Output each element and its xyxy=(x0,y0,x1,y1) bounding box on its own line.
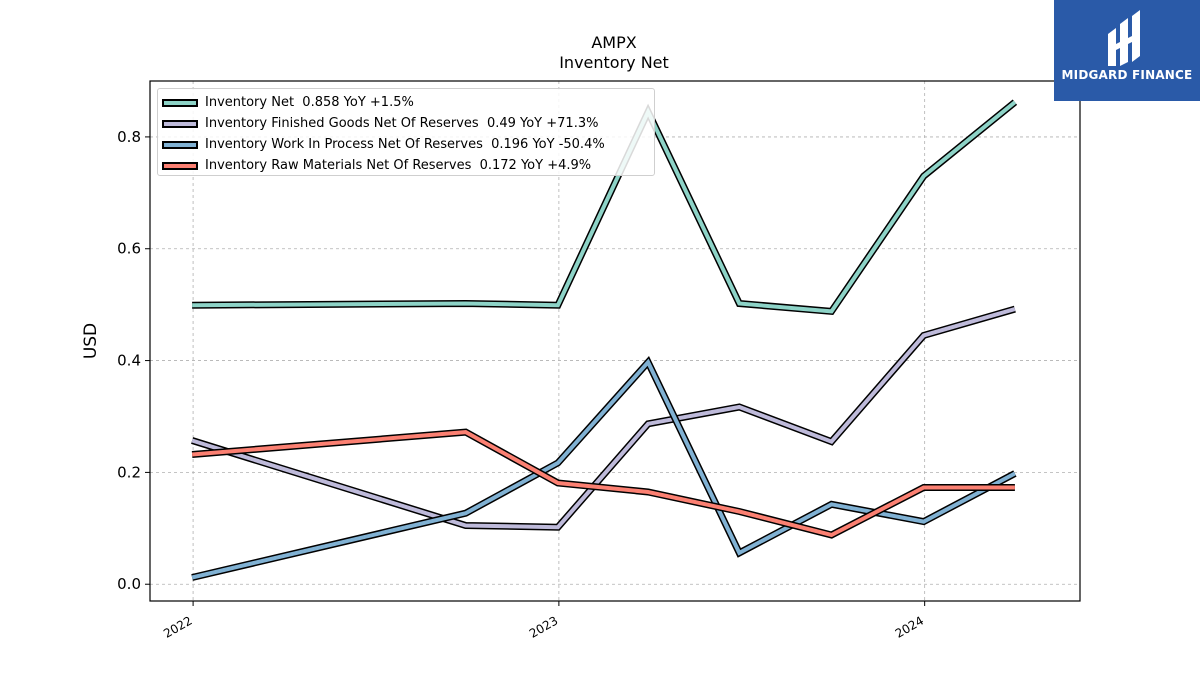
legend-label: Inventory Raw Materials Net Of Reserves … xyxy=(205,158,592,173)
legend-item-work-in-process: Inventory Work In Process Net Of Reserve… xyxy=(162,134,654,155)
series-line xyxy=(192,100,1017,314)
legend-swatch xyxy=(162,98,198,107)
y-tick-label: 0.8 xyxy=(117,128,141,146)
y-axis-label: USD xyxy=(81,323,101,359)
plot-frame xyxy=(149,80,1081,602)
x-axis: 2022 2023 2024 xyxy=(161,601,926,641)
y-tick-label: 0.6 xyxy=(117,240,141,258)
legend-label: Inventory Finished Goods Net Of Reserves… xyxy=(205,116,599,131)
series-line xyxy=(191,358,1016,580)
x-tick-label: 2023 xyxy=(527,613,560,640)
y-tick-label: 0.0 xyxy=(117,575,141,593)
chart-subtitle: Inventory Net xyxy=(559,53,669,72)
series-line xyxy=(191,307,1016,530)
x-tick-label: 2022 xyxy=(161,613,194,640)
y-axis: 0.0 0.2 0.4 0.6 0.8 xyxy=(117,128,150,593)
series-inventory-net xyxy=(192,99,1018,316)
logo-text: MIDGARD FINANCE xyxy=(1061,68,1193,82)
legend-item-inventory-net: Inventory Net 0.858 YoY +1.5% xyxy=(162,92,654,113)
y-tick-label: 0.2 xyxy=(117,463,141,481)
legend-item-finished-goods: Inventory Finished Goods Net Of Reserves… xyxy=(162,113,654,134)
legend-swatch xyxy=(162,119,198,128)
midgard-finance-logo: MIDGARD FINANCE xyxy=(1054,0,1200,101)
series-outline xyxy=(191,305,1016,531)
series-inventory-work-in-process-net-of-reserves xyxy=(191,355,1017,581)
legend-swatch xyxy=(162,161,198,170)
series-outline xyxy=(191,428,1015,539)
y-tick-label: 0.4 xyxy=(117,352,141,370)
series-inventory-finished-goods-net-of-reserves xyxy=(191,305,1016,531)
legend-label: Inventory Work In Process Net Of Reserve… xyxy=(205,137,605,152)
legend-swatch xyxy=(162,140,198,149)
legend: Inventory Net 0.858 YoY +1.5% Inventory … xyxy=(157,88,655,176)
x-tick-label: 2024 xyxy=(893,613,926,640)
series-inventory-raw-materials-net-of-reserves xyxy=(191,428,1015,539)
chart-title: AMPX xyxy=(591,33,636,52)
legend-item-raw-materials: Inventory Raw Materials Net Of Reserves … xyxy=(162,155,654,176)
legend-label: Inventory Net 0.858 YoY +1.5% xyxy=(205,95,414,110)
series-layer xyxy=(191,99,1018,581)
series-line xyxy=(191,430,1015,538)
midgard-finance-logo-icon xyxy=(1108,10,1140,66)
